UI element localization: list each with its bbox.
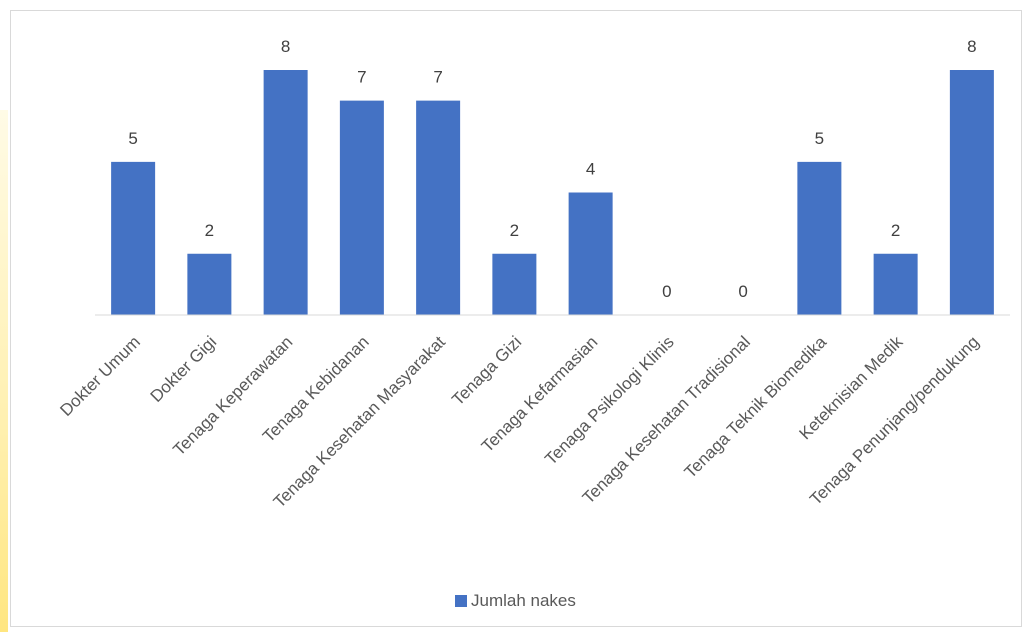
bar — [416, 100, 461, 315]
data-label: 2 — [205, 221, 214, 240]
data-label: 5 — [815, 129, 824, 148]
legend-swatch — [455, 595, 467, 607]
chart-frame — [10, 10, 1022, 627]
bar — [339, 100, 384, 315]
bar — [492, 253, 537, 315]
data-label: 0 — [738, 282, 747, 301]
legend-label: Jumlah nakes — [471, 591, 576, 610]
data-label: 4 — [586, 160, 595, 179]
bars-group — [111, 70, 994, 315]
bar — [263, 70, 308, 315]
data-label: 7 — [357, 68, 366, 87]
bar — [797, 161, 842, 315]
data-label: 2 — [510, 221, 519, 240]
x-tick-label: Tenaga Kesehatan Masyarakat — [270, 332, 449, 511]
bar — [111, 161, 156, 315]
bar — [873, 253, 918, 315]
data-labels-group: 5 2 8 7 7 2 4 0 0 5 2 8 — [128, 37, 976, 301]
bar — [949, 70, 994, 315]
data-label: 5 — [128, 129, 137, 148]
x-tick-label: Tenaga Gizi — [448, 332, 525, 409]
x-tick-label: Tenaga Teknik Biomedika — [681, 332, 831, 482]
data-label: 7 — [433, 68, 442, 87]
x-tick-label: Tenaga Penunjang/pendukung — [806, 332, 983, 509]
data-label: 8 — [281, 37, 290, 56]
legend: Jumlah nakes — [455, 591, 576, 611]
bar — [568, 192, 613, 315]
x-tick-label: Tenaga Psikologi Klinis — [541, 332, 677, 468]
data-label: 0 — [662, 282, 671, 301]
decorative-accent-strip — [0, 110, 8, 632]
data-label: 2 — [891, 221, 900, 240]
x-tick-label: Tenaga Kesehatan Tradisional — [579, 332, 754, 507]
bar — [187, 253, 232, 315]
data-label: 8 — [967, 37, 976, 56]
x-tick-label: Dokter Umum — [56, 332, 144, 420]
x-tick-label: Dokter Gigi — [147, 332, 221, 406]
